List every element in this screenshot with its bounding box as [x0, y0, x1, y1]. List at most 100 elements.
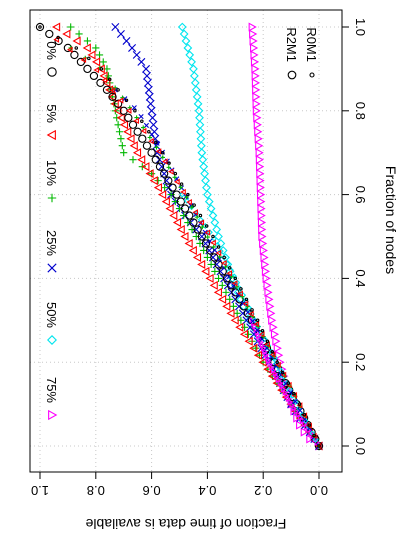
data-point — [142, 71, 151, 80]
data-point — [222, 288, 230, 296]
data-point — [96, 78, 105, 88]
data-point — [194, 106, 204, 116]
data-point — [93, 66, 100, 74]
data-point — [265, 294, 274, 304]
data-point — [211, 244, 216, 250]
data-point — [144, 85, 153, 94]
legend-marker — [47, 193, 57, 203]
data-point — [53, 36, 60, 43]
data-point — [213, 287, 222, 297]
data-point — [198, 155, 208, 165]
legend-marker — [47, 263, 57, 273]
data-point — [256, 169, 265, 179]
series-R0M1-5% — [53, 36, 322, 450]
data-point — [148, 138, 154, 145]
data-point — [269, 364, 275, 371]
data-point — [197, 148, 207, 158]
data-point — [177, 22, 187, 32]
data-point — [82, 43, 91, 53]
y-tick-label: 0.0 — [310, 483, 328, 498]
data-point — [161, 158, 168, 165]
data-point — [300, 427, 309, 437]
data-point — [193, 99, 203, 109]
data-point — [260, 329, 265, 333]
data-point — [113, 99, 123, 108]
data-point — [99, 67, 104, 71]
data-point — [164, 176, 173, 185]
data-point — [317, 444, 321, 448]
data-point — [101, 77, 108, 84]
data-point — [185, 50, 195, 60]
data-point — [155, 148, 162, 155]
data-point — [282, 389, 289, 396]
data-point — [258, 231, 267, 242]
legend-item-50%: 50% — [44, 302, 59, 345]
y-tick-label: 0.2 — [254, 483, 272, 498]
data-point — [179, 29, 189, 39]
data-point — [184, 238, 193, 249]
data-point — [230, 315, 239, 325]
data-point — [116, 88, 120, 92]
data-point — [111, 23, 120, 31]
data-point — [129, 141, 138, 151]
data-point — [183, 197, 190, 204]
data-point — [96, 64, 105, 74]
y-axis-label: Fraction of time data is available — [85, 516, 286, 532]
data-point — [161, 197, 170, 207]
data-point — [201, 176, 210, 186]
data-point — [284, 392, 290, 399]
data-point — [204, 229, 211, 236]
series-R0M1-0% — [38, 25, 321, 448]
data-point — [244, 336, 253, 346]
data-point — [233, 309, 241, 317]
data-point — [143, 78, 152, 87]
data-point — [176, 224, 185, 235]
y-tick-label: 0.8 — [87, 483, 105, 498]
data-point — [256, 162, 265, 172]
data-point — [75, 30, 83, 38]
data-point — [293, 408, 300, 415]
data-point — [250, 50, 259, 60]
data-point — [220, 274, 229, 283]
data-point — [138, 134, 147, 143]
data-point — [131, 105, 137, 111]
data-point — [99, 71, 108, 81]
data-point — [214, 232, 223, 241]
data-point — [218, 267, 227, 276]
data-point — [260, 252, 269, 262]
data-point — [113, 106, 122, 116]
data-point — [195, 120, 205, 130]
data-point — [203, 190, 212, 199]
data-point — [252, 106, 261, 116]
data-point — [252, 323, 258, 330]
data-point — [275, 360, 279, 364]
data-point — [273, 343, 282, 353]
data-point — [292, 399, 299, 405]
data-point — [147, 129, 151, 134]
data-point — [235, 322, 244, 332]
data-point — [124, 98, 129, 103]
data-point — [287, 389, 294, 396]
data-point — [214, 260, 223, 269]
data-point — [154, 140, 158, 144]
data-point — [117, 135, 125, 143]
data-point — [143, 122, 150, 129]
data-point — [52, 22, 61, 32]
data-point — [204, 224, 209, 228]
data-point — [261, 259, 270, 269]
data-point — [289, 402, 296, 409]
x-tick-label: 0.6 — [353, 186, 368, 204]
data-point — [216, 245, 221, 249]
data-point — [266, 301, 275, 311]
data-point — [226, 295, 234, 303]
y-tick-label: 0.4 — [198, 483, 216, 498]
data-point — [45, 29, 54, 39]
data-point — [147, 106, 156, 115]
legend-item-5%: 5% — [44, 104, 59, 141]
data-point — [142, 141, 152, 150]
data-point — [264, 341, 270, 348]
data-point — [184, 195, 189, 200]
data-point — [129, 156, 137, 164]
data-point — [231, 280, 238, 287]
